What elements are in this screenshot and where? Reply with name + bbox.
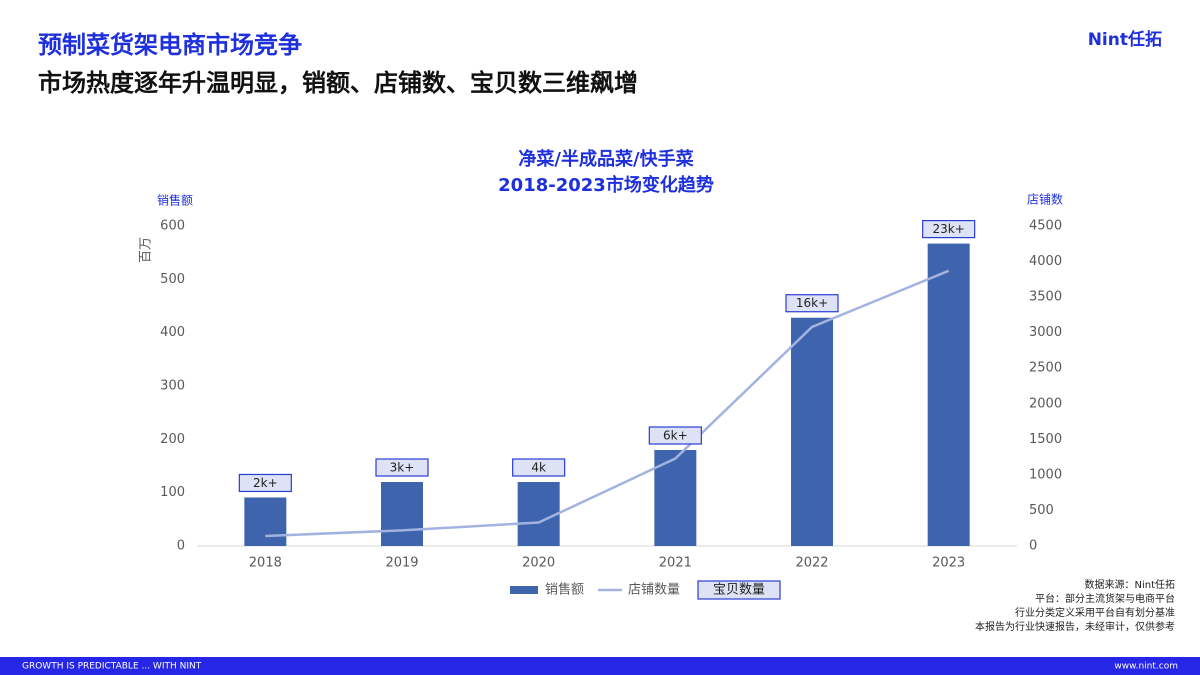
bar (381, 482, 423, 546)
y-tick-label: 200 (160, 432, 185, 447)
y-tick-label: 400 (160, 325, 185, 340)
bar (791, 317, 833, 546)
note: 本报告为行业快速报告，未经审计，仅供参考 (975, 620, 1175, 633)
y2-tick-label: 4500 (1029, 219, 1062, 234)
value-label-box (512, 458, 566, 477)
y2-tick-label: 500 (1029, 503, 1054, 518)
y2-axis-title: 店铺数 (1027, 192, 1063, 207)
y2-tick-label: 4000 (1029, 254, 1062, 269)
y2-tick-label: 3500 (1029, 290, 1062, 305)
value-label: 3k+ (390, 461, 415, 475)
x-tick-label: 2018 (249, 556, 282, 571)
y2-tick-label: 2000 (1029, 396, 1062, 411)
value-label: 23k+ (933, 222, 965, 236)
slide-title: 预制菜货架电商市场竞争 (38, 31, 302, 59)
value-label: 2k+ (253, 476, 278, 490)
note: 行业分类定义采用平台自有划分基准 (1015, 606, 1175, 619)
value-label: 16k+ (796, 296, 828, 310)
value-label-box (922, 220, 976, 239)
x-tick-label: 2023 (932, 556, 965, 571)
y2-tick-label: 0 (1029, 539, 1037, 554)
value-label-box (375, 458, 429, 477)
notes: 数据来源：Nint任拓平台：部分主流货架与电商平台行业分类定义采用平台自有划分基… (975, 578, 1175, 633)
bar (244, 497, 287, 546)
legend-label: 销售额 (545, 582, 584, 598)
footer-left: GROWTH IS PREDICTABLE ... WITH NINT (22, 662, 202, 672)
value-label: 4k (531, 461, 546, 475)
value-label: 6k+ (663, 429, 688, 443)
y2-tick-label: 1500 (1029, 432, 1062, 447)
note: 平台：部分主流货架与电商平台 (1035, 592, 1175, 605)
x-tick-label: 2021 (659, 556, 692, 571)
note: 数据来源：Nint任拓 (1084, 578, 1175, 591)
slide-subtitle: 市场热度逐年升温明显，销额、店铺数、宝贝数三维飙增 (38, 69, 638, 97)
y-tick-label: 600 (160, 219, 185, 234)
chart-title: 净菜/半成品菜/快手菜 (518, 148, 693, 170)
logo: Nint任拓 (1088, 29, 1162, 50)
legend-label: 宝贝数量 (713, 583, 765, 598)
value-label-box (238, 473, 292, 493)
x-tick-label: 2019 (385, 556, 418, 571)
y-tick-label: 300 (160, 379, 185, 394)
y-tick-label: 500 (160, 272, 185, 287)
y-axis-unit: 百万 (139, 237, 154, 263)
y-axis-title: 销售额 (157, 193, 193, 208)
y2-tick-label: 3000 (1029, 325, 1062, 340)
legend-swatch (510, 586, 538, 594)
legend-label: 店铺数量 (628, 583, 680, 598)
legend-swatch (697, 580, 781, 600)
line (265, 269, 950, 538)
footer-right: www.nint.com (1114, 662, 1178, 672)
value-label-box (785, 294, 839, 313)
y-tick-label: 0 (177, 539, 185, 554)
y2-tick-label: 1000 (1029, 467, 1062, 482)
chart-subtitle: 2018-2023市场变化趋势 (498, 174, 714, 196)
x-tick-label: 2020 (522, 556, 555, 571)
value-label-box (648, 426, 702, 445)
y-tick-label: 100 (160, 485, 185, 500)
footer-bar (0, 657, 1200, 675)
y2-tick-label: 2500 (1029, 361, 1062, 376)
bar (927, 243, 970, 546)
x-tick-label: 2022 (795, 556, 828, 571)
bar (517, 482, 560, 546)
